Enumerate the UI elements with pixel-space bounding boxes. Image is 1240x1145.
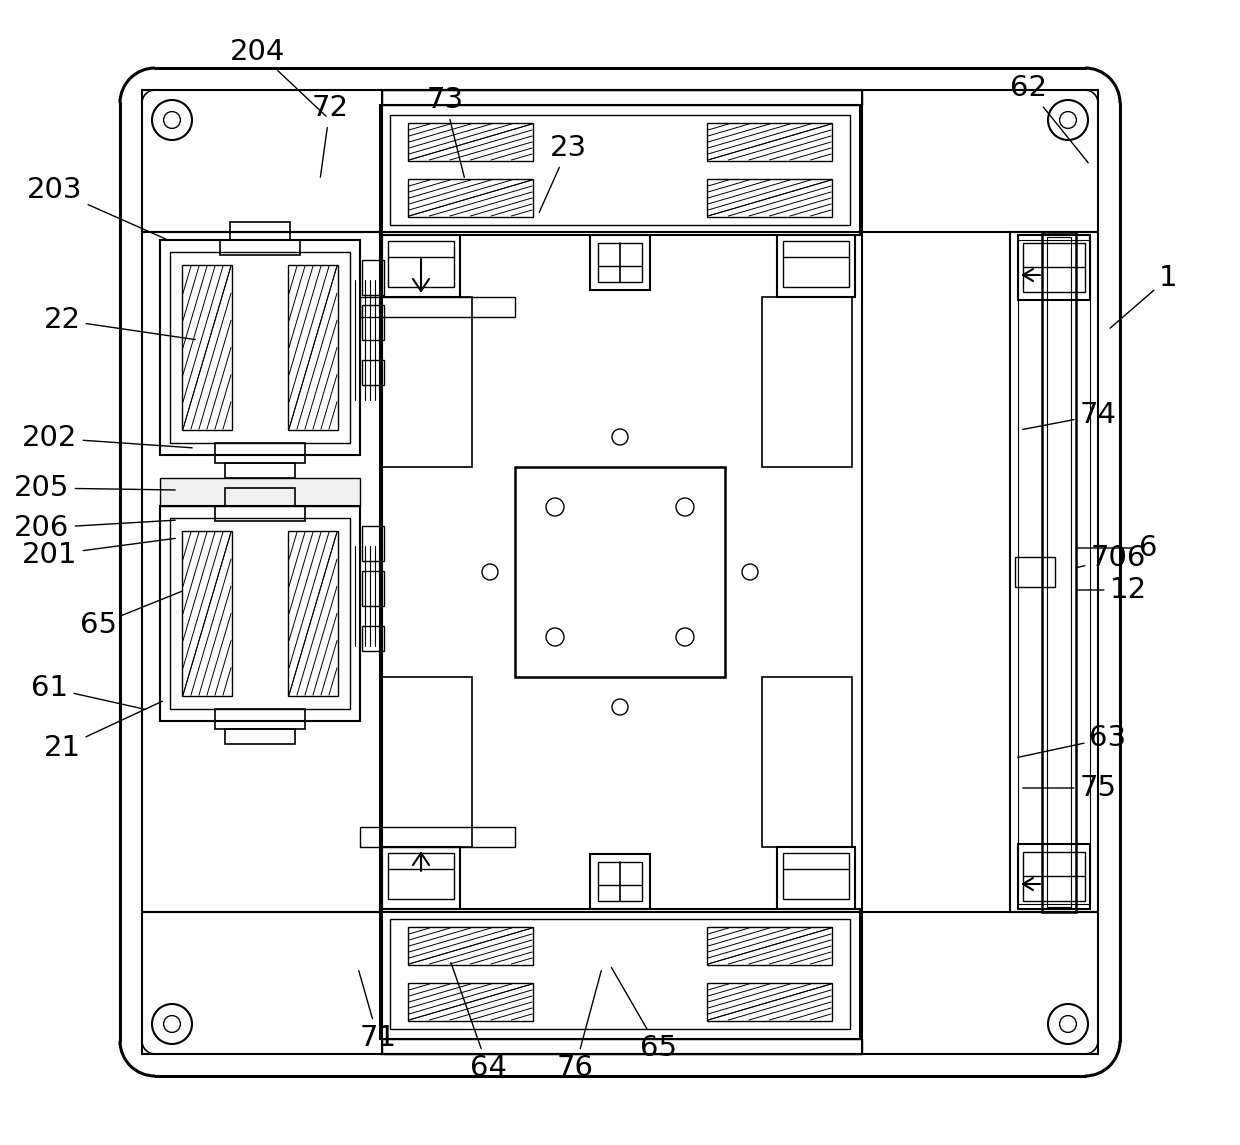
Bar <box>598 862 642 901</box>
Bar <box>143 913 1097 1055</box>
Text: 205: 205 <box>15 474 175 502</box>
Bar <box>1023 852 1085 901</box>
Bar <box>224 463 295 477</box>
Bar <box>229 222 290 240</box>
Bar <box>763 297 852 467</box>
Bar <box>224 729 295 744</box>
Bar <box>707 179 832 218</box>
Bar <box>382 90 862 105</box>
Bar <box>382 297 472 467</box>
Bar <box>382 1039 862 1055</box>
Text: 65: 65 <box>79 591 182 639</box>
Text: 61: 61 <box>31 674 145 710</box>
Bar <box>1018 235 1090 300</box>
Bar <box>382 847 460 909</box>
Bar <box>1018 240 1090 905</box>
Bar <box>362 626 384 652</box>
Bar <box>382 235 460 297</box>
Bar <box>1042 232 1076 913</box>
Text: 65: 65 <box>611 968 677 1063</box>
Text: 706: 706 <box>1078 544 1146 572</box>
Bar <box>382 677 472 847</box>
Bar <box>170 252 350 443</box>
Bar <box>160 506 360 721</box>
Bar <box>707 123 832 161</box>
Bar <box>515 467 725 677</box>
Text: 22: 22 <box>43 306 195 340</box>
Bar <box>707 984 832 1021</box>
Bar <box>182 264 232 431</box>
Bar <box>1011 232 1097 913</box>
Text: 23: 23 <box>539 134 587 213</box>
Bar <box>143 232 379 913</box>
Text: 75: 75 <box>1023 774 1116 802</box>
Bar <box>362 260 384 295</box>
Bar <box>590 235 650 290</box>
Bar <box>215 506 305 521</box>
Text: 73: 73 <box>427 86 464 177</box>
Text: 1: 1 <box>1110 264 1177 329</box>
Bar <box>224 488 295 506</box>
Bar <box>182 531 232 696</box>
Bar <box>777 847 856 909</box>
Text: 201: 201 <box>22 538 175 569</box>
Text: 74: 74 <box>1023 401 1116 429</box>
Text: 6: 6 <box>1078 534 1157 562</box>
Bar <box>379 105 861 235</box>
Bar <box>219 240 300 255</box>
Bar <box>1047 237 1071 907</box>
Bar <box>391 919 849 1029</box>
Text: 76: 76 <box>557 971 601 1082</box>
Bar <box>360 827 515 847</box>
Bar <box>362 571 384 606</box>
Bar <box>763 677 852 847</box>
Bar <box>170 518 350 709</box>
Bar <box>707 927 832 965</box>
Text: 203: 203 <box>27 176 165 239</box>
Bar <box>288 531 339 696</box>
Bar <box>388 240 454 287</box>
Text: 21: 21 <box>43 701 162 763</box>
Text: 206: 206 <box>15 514 175 542</box>
Bar <box>215 709 305 729</box>
Bar <box>388 853 454 899</box>
Bar <box>782 853 849 899</box>
Bar <box>215 443 305 463</box>
Bar <box>362 305 384 340</box>
Text: 71: 71 <box>358 971 397 1052</box>
Bar <box>379 909 861 1039</box>
Bar <box>362 526 384 561</box>
Text: 72: 72 <box>311 94 348 177</box>
Text: 62: 62 <box>1009 74 1089 163</box>
Bar <box>362 360 384 385</box>
Bar <box>598 243 642 282</box>
Text: 63: 63 <box>1018 724 1127 757</box>
Bar <box>160 240 360 455</box>
Bar <box>408 927 533 965</box>
Bar <box>408 179 533 218</box>
Bar <box>408 123 533 161</box>
Bar <box>360 297 515 317</box>
Bar <box>782 240 849 287</box>
Bar <box>408 984 533 1021</box>
Bar <box>590 854 650 909</box>
Bar <box>1023 243 1085 292</box>
Text: 204: 204 <box>231 38 326 116</box>
Bar <box>777 235 856 297</box>
Text: 202: 202 <box>22 424 192 452</box>
Bar <box>160 477 360 506</box>
Bar <box>288 264 339 431</box>
Bar <box>391 114 849 226</box>
Bar <box>1011 232 1097 913</box>
Text: 64: 64 <box>451 963 506 1082</box>
Bar <box>1018 844 1090 909</box>
Bar <box>143 90 1097 232</box>
Bar <box>1016 556 1055 587</box>
Bar <box>382 90 862 1055</box>
Text: 12: 12 <box>1078 576 1147 605</box>
